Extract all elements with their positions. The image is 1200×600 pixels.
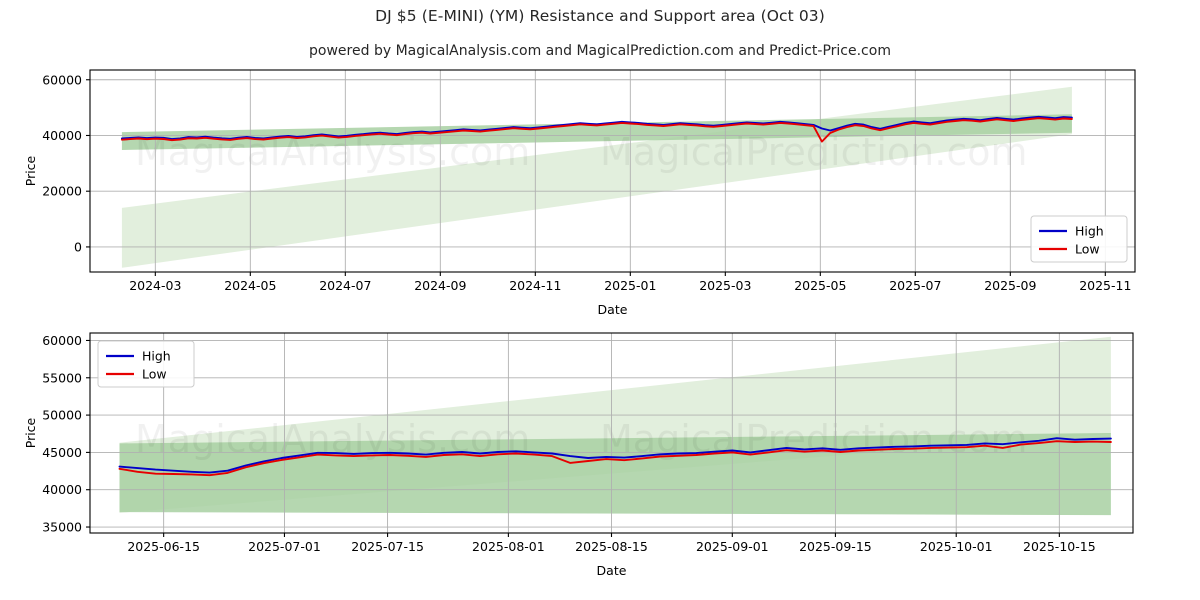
ytick-label: 0	[74, 239, 82, 254]
watermark-right: MagicalPrediction.com	[600, 130, 1028, 174]
xtick-label: 2025-10-15	[1023, 539, 1096, 554]
legend-box	[97, 340, 195, 388]
ytick-label: 35000	[42, 520, 82, 535]
ytick-label: 40000	[42, 128, 82, 143]
ytick-label: 45000	[42, 445, 82, 460]
series-group	[120, 115, 1073, 143]
page-title: DJ $5 (E-MINI) (YM) Resistance and Suppo…	[375, 7, 825, 25]
xtick-label: 2025-09-15	[799, 539, 872, 554]
xtick-label: 2025-07-01	[248, 539, 321, 554]
series-line-low	[118, 440, 1112, 477]
series-group	[118, 437, 1112, 477]
y-axis-label: Price	[23, 417, 38, 448]
xtick-label: 2025-10-01	[920, 539, 993, 554]
bottom-chart: MagicalAnalysis.com MagicalPrediction.com…	[23, 332, 1134, 578]
top-chart: MagicalAnalysis.com MagicalPrediction.com…	[23, 69, 1136, 317]
xtick-label: 2024-05	[224, 278, 276, 293]
series-line-high	[120, 115, 1073, 141]
xtick-label: 2025-09-01	[696, 539, 769, 554]
xtick-label: 2025-05	[794, 278, 846, 293]
ytick-label: 60000	[42, 72, 82, 87]
band-support-resistance-dark	[121, 114, 1072, 150]
plot-frame	[89, 69, 1136, 273]
y-axis-label: Price	[23, 155, 38, 186]
legend: High Low	[1030, 215, 1128, 263]
xtick-label: 2025-08-01	[472, 539, 545, 554]
ytick-label: 50000	[42, 408, 82, 423]
legend-label-high: High	[142, 349, 171, 364]
xtick-label: 2025-01	[604, 278, 656, 293]
legend: High Low	[97, 340, 195, 388]
legend-label-low: Low	[142, 367, 167, 382]
xtick-label: 2024-09	[414, 278, 466, 293]
xtick-label: 2025-08-15	[575, 539, 648, 554]
xtick-label: 2025-03	[699, 278, 751, 293]
xtick-label: 2024-03	[129, 278, 181, 293]
x-axis-label: Date	[598, 302, 628, 317]
legend-label-low: Low	[1075, 242, 1100, 257]
xtick-label: 2025-07-15	[351, 539, 424, 554]
ytick-label: 40000	[42, 482, 82, 497]
xtick-label: 2025-06-15	[127, 539, 200, 554]
xtick-label: 2024-07	[319, 278, 371, 293]
xtick-label: 2024-11	[509, 278, 561, 293]
ytick-label: 55000	[42, 370, 82, 385]
series-line-low	[120, 117, 1073, 143]
ytick-label: 60000	[42, 333, 82, 348]
page-subtitle: powered by MagicalAnalysis.com and Magic…	[309, 43, 891, 59]
legend-label-high: High	[1075, 224, 1104, 239]
series-line-high	[118, 437, 1112, 474]
x-axis-label: Date	[597, 563, 627, 578]
xtick-label: 2025-09	[984, 278, 1036, 293]
ytick-label: 20000	[42, 184, 82, 199]
legend-box	[1030, 215, 1128, 263]
xtick-label: 2025-07	[889, 278, 941, 293]
xtick-label: 2025-11	[1079, 278, 1131, 293]
